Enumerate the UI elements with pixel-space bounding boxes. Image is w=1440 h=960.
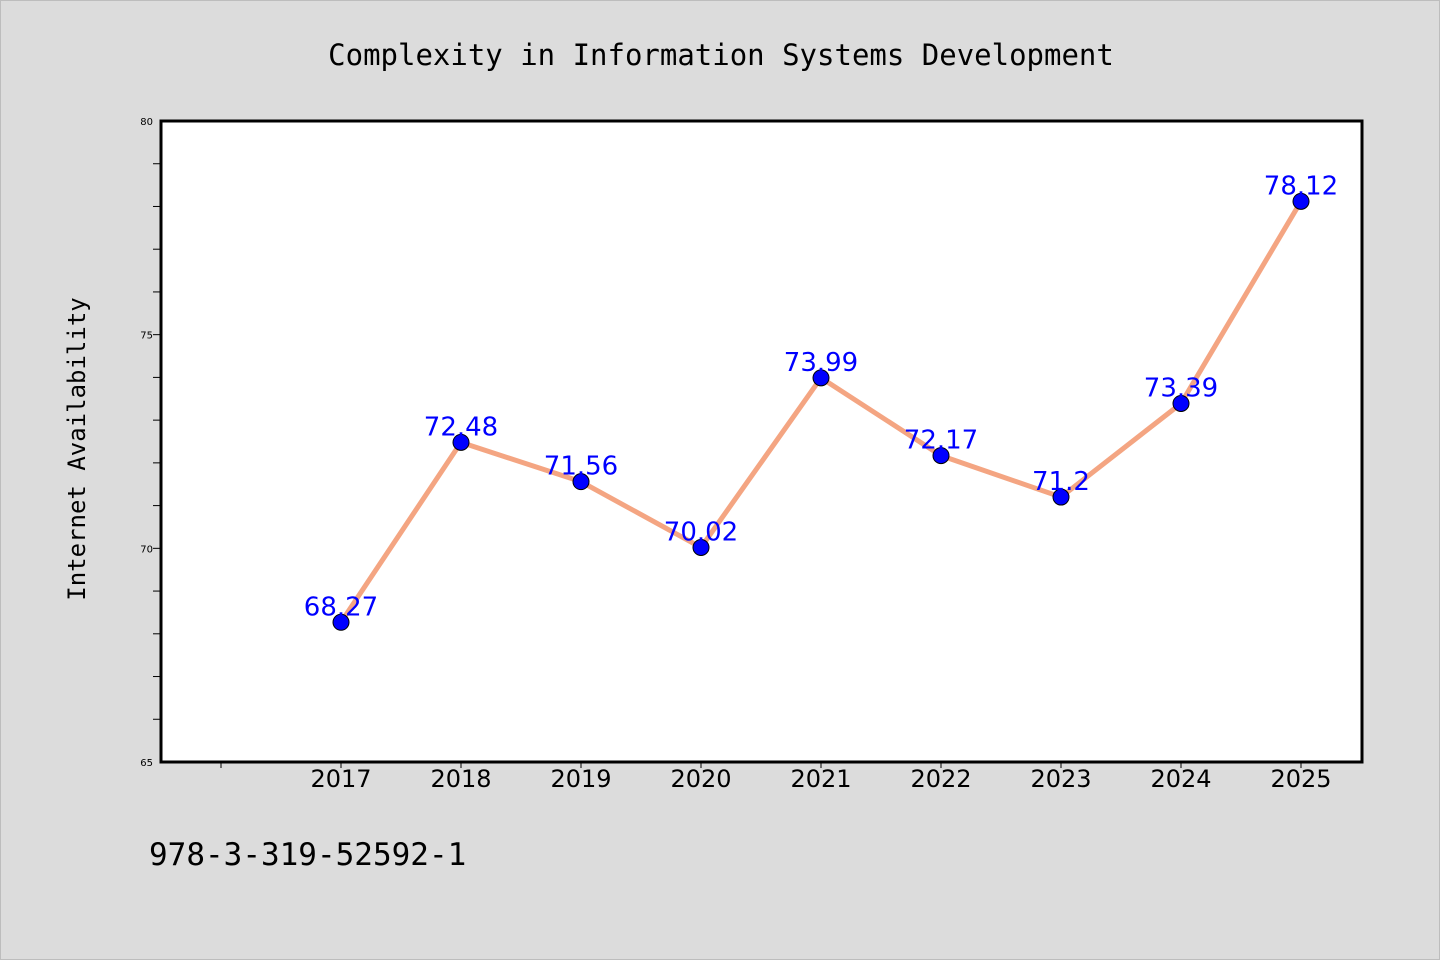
- x-tick-label: 2023: [1030, 765, 1091, 793]
- y-tick-label: 80: [140, 117, 153, 128]
- y-tick-label: 70: [140, 544, 153, 555]
- data-point: [1052, 488, 1070, 506]
- y-tick-label: 65: [140, 758, 153, 769]
- data-label: 78.12: [1264, 171, 1338, 201]
- plot-area: [159, 119, 1364, 764]
- series-layer: 68.27 72.48 71.56 70.02 73.99 72.17 71.2 73.39 7…: [304, 171, 1338, 631]
- data-point: [812, 369, 830, 387]
- x-tick-label: 2017: [310, 765, 371, 793]
- data-label: 72.48: [424, 412, 498, 442]
- data-point: [452, 433, 470, 451]
- data-point: [932, 447, 950, 465]
- y-axis-label: Internet Availability: [63, 297, 91, 600]
- data-label: 68.27: [304, 592, 378, 622]
- x-tick-label: 2024: [1150, 765, 1211, 793]
- data-point: [1292, 192, 1310, 210]
- data-point: [1172, 394, 1190, 412]
- data-label: 73.99: [784, 348, 858, 378]
- data-label: 73.39: [1144, 373, 1218, 403]
- x-tick-label: 2018: [430, 765, 491, 793]
- x-tick-label: 2021: [790, 765, 851, 793]
- y-tick-label: 75: [140, 331, 153, 342]
- data-point: [332, 613, 350, 631]
- data-point: [692, 538, 710, 556]
- x-axis: 2017 2018 2019 2020 2021 2022 2023 2024 2025: [220, 762, 1332, 793]
- data-label: 71.2: [1032, 467, 1090, 497]
- x-tick-label: 2022: [910, 765, 971, 793]
- data-point: [572, 473, 590, 491]
- footnote-isbn: 978-3-319-52592-1: [149, 837, 466, 873]
- x-tick-label: 2025: [1270, 765, 1331, 793]
- data-label: 72.17: [904, 426, 978, 456]
- x-tick-label: 2019: [550, 765, 611, 793]
- data-label: 71.56: [544, 452, 618, 482]
- chart-title: Complexity in Information Systems Develo…: [328, 38, 1114, 72]
- data-label: 70.02: [664, 517, 738, 547]
- y-axis: 65 70 75 80: [140, 117, 160, 769]
- x-tick-label: 2020: [670, 765, 731, 793]
